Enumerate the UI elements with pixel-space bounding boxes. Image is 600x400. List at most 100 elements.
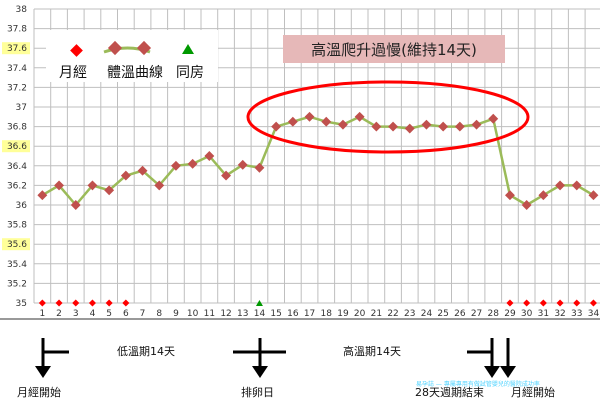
temperature-point [37,190,48,201]
temperature-point [304,111,315,122]
temperature-point [237,159,248,170]
menstruation-marker [539,299,547,307]
temperature-point [204,151,215,161]
y-tick-label: 35 [16,299,27,309]
temperature-point [471,119,482,130]
x-tick-label: 9 [173,309,179,319]
y-tick-label: 35.4 [7,260,27,270]
y-tick-label: 35.6 [7,240,27,250]
temperature-point [70,200,81,210]
x-tick-label: 16 [287,309,299,319]
temperature-point [338,119,348,130]
temperature-point [555,180,565,191]
chart-title: 高溫爬升過慢(維持14天) [311,41,477,59]
temperature-line [41,115,595,207]
temperature-point [488,113,499,124]
cycle-timeline [35,338,516,378]
menstruation-marker [72,299,80,307]
x-tick-label: 14 [254,309,266,319]
x-tick-label: 5 [106,309,112,319]
menstruation-marker [38,299,46,307]
x-tick-label: 20 [354,309,366,319]
temperature-point [54,180,64,191]
temperature-point [404,123,415,134]
label-next-menstruation: 月經開始 [511,385,555,399]
menstruation-marker [573,299,581,307]
x-tick-label: 13 [237,309,248,319]
x-tick-label: 32 [554,309,565,319]
temperature-point [321,116,332,127]
x-tick-label: 30 [521,309,533,319]
x-tick-label: 28 [488,309,500,319]
x-tick-label: 21 [371,309,382,319]
legend: 月經 體溫曲線 同房 [46,30,218,82]
menstruation-marker [55,299,63,307]
y-tick-label: 36.4 [7,162,27,172]
x-axis-ticks: 1 2 3 4 5 6 7 8 9 10 11 12 13 14 15 16 17 18 19 20 21 22 23 24 2… [39,309,599,319]
menstruation-marker [122,299,130,307]
intercourse-marker [255,300,263,306]
legend-box [46,30,218,82]
high-temp-ellipse [246,80,530,154]
y-tick-label: 37.6 [7,44,27,54]
temperature-point [588,190,599,201]
x-tick-label: 29 [504,309,516,319]
temperature-point [271,121,282,132]
arrow-down-icon [35,366,51,378]
label-low-temp-phase: 低溫期14天 [117,344,175,358]
y-tick-label: 36.8 [7,123,27,133]
x-tick-label: 23 [404,309,415,319]
menstruation-marker [523,299,531,307]
temperature-point [187,158,198,169]
ytick-highlights [2,42,30,251]
menstruation-marker [88,299,96,307]
x-tick-label: 31 [538,309,549,319]
x-tick-label: 26 [454,309,466,319]
y-tick-label: 36 [16,201,28,211]
temperature-point [120,170,131,181]
label-high-temp-phase: 高溫期14天 [343,344,401,358]
x-tick-label: 6 [123,309,129,319]
x-tick-label: 24 [421,309,433,319]
y-tick-label: 37.8 [7,25,27,35]
y-tick-label: 36.6 [7,142,27,152]
temperature-point [388,121,398,132]
temperature-point [505,190,515,201]
x-tick-label: 4 [90,309,96,319]
y-tick-label: 37.2 [7,83,27,93]
bottom-markers [38,299,597,307]
ytick-highlight [2,238,30,251]
arrow-down-icon [500,366,516,378]
x-tick-label: 3 [73,309,79,319]
x-tick-label: 33 [571,309,582,319]
label-cycle-end: 28天週期結束 [415,385,484,399]
x-tick-label: 1 [39,309,45,319]
y-tick-label: 37 [16,103,27,113]
x-tick-label: 18 [321,309,333,319]
x-tick-label: 8 [156,309,162,319]
legend-curve-label: 體溫曲線 [107,65,163,81]
x-tick-label: 22 [387,309,398,319]
x-tick-label: 11 [204,309,215,319]
temperature-point [154,180,165,191]
x-tick-label: 34 [588,309,600,319]
title-box [283,35,505,63]
x-tick-label: 17 [304,309,315,319]
x-tick-label: 2 [56,309,62,319]
temperature-point [287,116,298,127]
temperature-point [87,180,98,191]
y-tick-label: 36.2 [7,181,27,191]
x-tick-label: 27 [471,309,482,319]
x-tick-label: 12 [220,309,231,319]
menstruation-marker [105,299,113,307]
y-axis-ticks: 35 35.2 35.4 35.6 35.8 36 36.2 36.4 36.6 36.8 37 37… [7,5,27,309]
menstruation-marker [506,299,514,307]
y-tick-label: 38 [16,5,28,15]
temperature-point [454,121,465,132]
temperature-point [421,119,432,130]
x-tick-label: 10 [187,309,199,319]
x-tick-label: 25 [437,309,448,319]
temperature-point [538,190,549,201]
y-tick-label: 35.8 [7,221,27,231]
